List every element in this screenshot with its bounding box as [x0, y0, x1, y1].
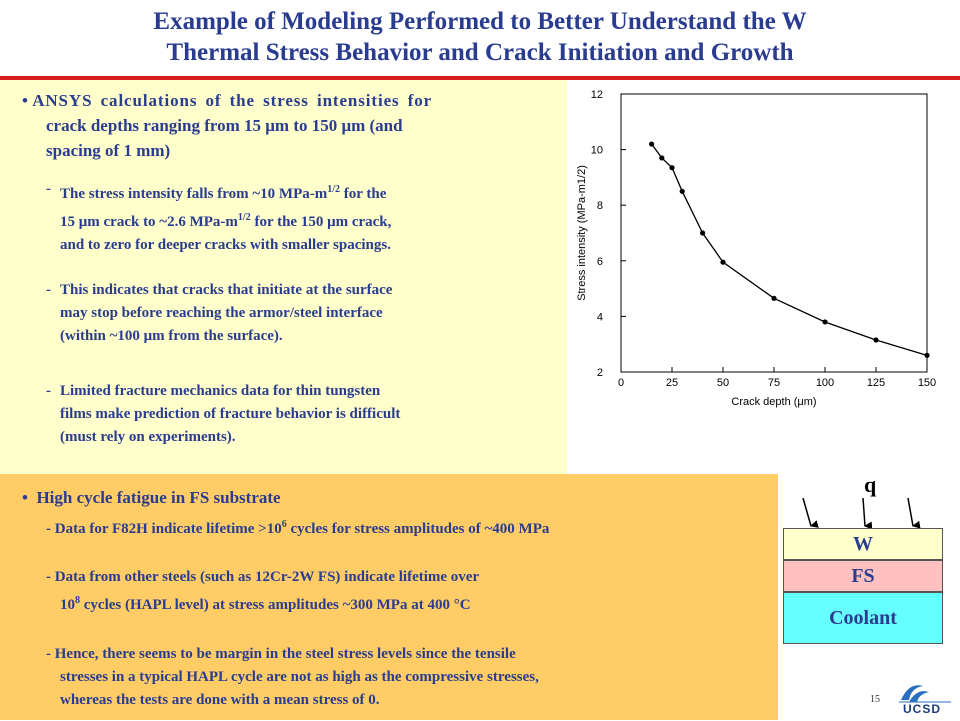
text: 15 μm crack to ~2.6 MPa-m	[60, 214, 238, 230]
stress-intensity-chart: 0 25 50 75 100 125 150 2 4 6 8 10 12 Crack depth (μm…	[567, 82, 960, 474]
text: may stop before reaching the armor/steel…	[60, 305, 383, 321]
text: (within ~100 μm from the surface).	[60, 328, 283, 344]
title-line-2: Thermal Stress Behavior and Crack Initia…	[166, 39, 794, 66]
fracture-data-point: - Limited fracture mechanics data for th…	[46, 380, 560, 449]
x-tick-label: 150	[918, 377, 936, 389]
text: (must rely on experiments).	[60, 429, 236, 445]
fatigue-panel	[0, 474, 778, 720]
x-tick-label: 100	[816, 377, 834, 389]
dash: -	[46, 646, 51, 662]
y-tick-label: 4	[597, 311, 603, 323]
data-point	[649, 141, 655, 147]
text: 10	[60, 597, 75, 613]
w-layer: W	[783, 528, 943, 560]
other-steels-point: - Data from other steels (such as 12Cr-2…	[46, 566, 479, 617]
x-tick-label: 25	[666, 377, 678, 389]
data-point	[700, 230, 706, 236]
dash: -	[46, 521, 51, 537]
slide-title: Example of Modeling Performed to Better …	[0, 6, 960, 68]
bullet: •	[22, 488, 28, 507]
data-point	[771, 295, 777, 301]
arrow-right	[907, 497, 921, 529]
exponent: 1/2	[237, 212, 251, 223]
y-tick-label: 2	[597, 367, 603, 379]
crack-stop-point: - This indicates that cracks that initia…	[46, 279, 560, 348]
coolant-layer: Coolant	[783, 592, 943, 644]
chart-svg: 0 25 50 75 100 125 150 2 4 6 8 10 12 Crack depth (μm…	[576, 89, 936, 408]
text: The stress intensity falls from ~10 MPa-…	[60, 186, 328, 202]
text: Hence, there seems to be margin in the s…	[54, 646, 516, 662]
y-tick-label: 10	[591, 145, 603, 157]
heading-line-1: ANSYS calculations of the stress intensi…	[32, 91, 433, 110]
y-tick-label: 6	[597, 256, 603, 268]
text: stresses in a typical HAPL cycle are not…	[60, 669, 539, 685]
data-point	[873, 337, 879, 343]
ansys-panel	[0, 80, 567, 474]
x-tick-label: 50	[717, 377, 729, 389]
section1-heading-2: crack depths ranging from 15 μm to 150 μ…	[46, 116, 403, 135]
text: Limited fracture mechanics data for thin…	[60, 383, 381, 399]
text: cycles (HAPL level) at stress amplitudes…	[80, 597, 471, 613]
dash: -	[46, 383, 51, 399]
exponent: 8	[75, 595, 80, 606]
data-point	[822, 319, 828, 325]
stress-intensity-point: - The stress intensity falls from ~10 MP…	[46, 178, 560, 257]
heat-flux-label: q	[864, 472, 877, 497]
fs-layer: FS	[783, 560, 943, 592]
exponent: 6	[281, 519, 287, 530]
text: for the 150 μm crack,	[250, 214, 392, 230]
dash: -	[46, 181, 51, 197]
heat-flux-arrows	[802, 497, 921, 530]
section1-heading: • ANSYS calculations of the stress inten…	[22, 89, 558, 112]
x-axis-label: Crack depth (μm)	[731, 396, 816, 408]
text: for the	[340, 186, 387, 202]
arrow-middle	[862, 497, 873, 530]
x-tick-label: 0	[618, 377, 624, 389]
arrow-left	[802, 497, 819, 528]
plot-frame	[620, 93, 928, 373]
ucsd-logo: UCSD	[895, 680, 955, 716]
data-point	[679, 188, 685, 194]
logo-text: UCSD	[903, 702, 942, 716]
text: cycles for stress amplitudes of ~400 MPa	[286, 521, 550, 537]
text: whereas the tests are done with a mean s…	[60, 692, 380, 708]
data-point	[720, 259, 726, 265]
dash: -	[46, 282, 51, 298]
text: Data from other steels (such as 12Cr-2W …	[54, 569, 480, 585]
bullet: •	[22, 91, 28, 110]
x-tick-label: 125	[867, 377, 885, 389]
page-number: 15	[870, 694, 880, 705]
ucsd-wave-icon	[899, 685, 951, 703]
series-line	[651, 143, 928, 356]
text: Data for F82H indicate lifetime >10	[54, 521, 282, 537]
text: films make prediction of fracture behavi…	[60, 406, 401, 422]
f82h-point: - Data for F82H indicate lifetime >106 c…	[46, 513, 549, 541]
dash: -	[46, 569, 51, 585]
y-axis-label: Stress intensity (MPa-m1/2)	[576, 165, 588, 301]
data-point	[659, 155, 665, 161]
data-point	[669, 165, 675, 171]
title-line-1: Example of Modeling Performed to Better …	[153, 8, 807, 35]
exponent: 1/2	[327, 184, 340, 195]
y-tick-label: 8	[597, 200, 603, 212]
section1-heading-3: spacing of 1 mm)	[46, 141, 171, 160]
text: This indicates that cracks that initiate…	[60, 282, 393, 298]
x-tick-label: 75	[768, 377, 780, 389]
y-tick-label: 12	[591, 89, 603, 101]
text: and to zero for deeper cracks with small…	[60, 237, 391, 253]
section2-heading: • High cycle fatigue in FS substrate	[22, 486, 281, 509]
data-point	[924, 352, 930, 358]
margin-point: - Hence, there seems to be margin in the…	[46, 643, 539, 712]
title-divider	[0, 76, 960, 80]
heading-text: High cycle fatigue in FS substrate	[36, 488, 281, 507]
